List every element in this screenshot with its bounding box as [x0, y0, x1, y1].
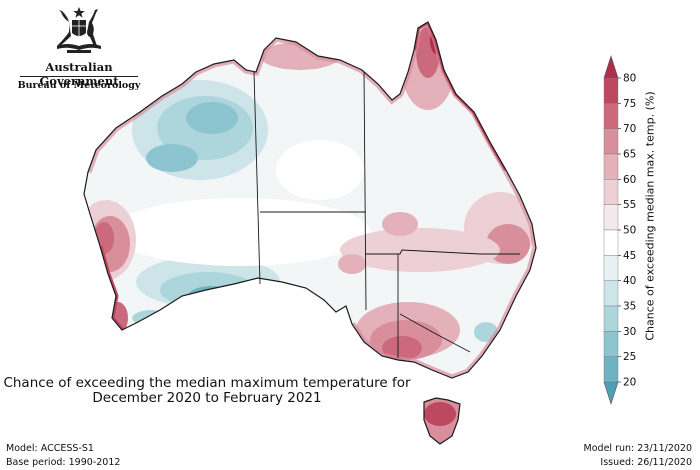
colorbar-label: Chance of exceeding median max. temp. (%… — [643, 66, 657, 366]
colorbar-swatches — [603, 55, 619, 405]
commonwealth-coat-of-arms-icon — [57, 7, 101, 53]
issued-label: Issued: 26/11/2020 — [600, 457, 692, 468]
mainland-field — [84, 22, 536, 378]
colorbar-swatch — [603, 305, 619, 332]
mainland-coastline — [83, 21, 537, 379]
colorbar: 20 25 30 35 40 45 50 55 60 65 70 75 80 — [603, 55, 636, 405]
colorbar-swatch — [603, 103, 619, 129]
colorbar-tick-label: 50 — [623, 225, 636, 237]
colorbar-label-text: Chance of exceeding median max. temp. (%… — [643, 91, 657, 341]
colorbar-tick-label: 20 — [623, 377, 636, 389]
colorbar-swatch — [603, 255, 619, 281]
bom-logo: Australian Government Bureau of Meteorol… — [16, 6, 142, 92]
tasmania-coastline — [423, 397, 461, 445]
colorbar-min-arrow — [603, 381, 619, 405]
colorbar-max-arrow — [603, 55, 619, 79]
colorbar-tick-label: 55 — [623, 199, 636, 211]
colorbar-tick-label: 30 — [623, 326, 636, 338]
colorbar-swatch — [603, 280, 619, 307]
colorbar-tick-label: 25 — [623, 351, 636, 363]
colorbar-swatch — [603, 331, 619, 357]
colorbar-swatch — [603, 229, 619, 256]
colorbar-tick-label: 65 — [623, 149, 636, 161]
footer-right: Model run: 23/11/2020 Issued: 26/11/2020 — [584, 442, 692, 470]
colorbar-tick-label: 45 — [623, 250, 636, 262]
colorbar-tick-label: 60 — [623, 174, 636, 186]
colorbar-tick-label: 40 — [623, 275, 636, 287]
government-label: Australian Government — [39, 60, 119, 88]
map-title: Chance of exceeding the median maximum t… — [0, 376, 414, 406]
base-period-label: Base period: 1990-2012 — [6, 457, 121, 468]
map-title-line2: December 2020 to February 2021 — [92, 390, 322, 406]
colorbar-tick-label: 80 — [623, 73, 636, 85]
colorbar-swatch — [603, 204, 619, 231]
agency-label: Bureau of Meteorology — [17, 80, 141, 91]
model-label: Model: ACCESS-S1 — [6, 443, 94, 454]
map-title-line1: Chance of exceeding the median maximum t… — [3, 375, 411, 391]
colorbar-swatch — [603, 128, 619, 155]
logo-divider — [20, 76, 138, 77]
colorbar-tick-label: 75 — [623, 98, 636, 110]
colorbar-swatch — [603, 356, 619, 383]
colorbar-swatch — [603, 153, 619, 180]
colorbar-tick-label: 35 — [623, 301, 636, 313]
state-borders — [253, 71, 520, 358]
colorbar-ticks: 20 25 30 35 40 45 50 55 60 65 70 75 80 — [618, 73, 636, 389]
model-run-label: Model run: 23/11/2020 — [583, 443, 692, 454]
colorbar-swatch — [603, 179, 619, 205]
colorbar-swatch — [603, 77, 619, 104]
footer-left: Model: ACCESS-S1 Base period: 1990-2012 — [6, 442, 120, 470]
colorbar-tick-label: 70 — [623, 123, 636, 135]
